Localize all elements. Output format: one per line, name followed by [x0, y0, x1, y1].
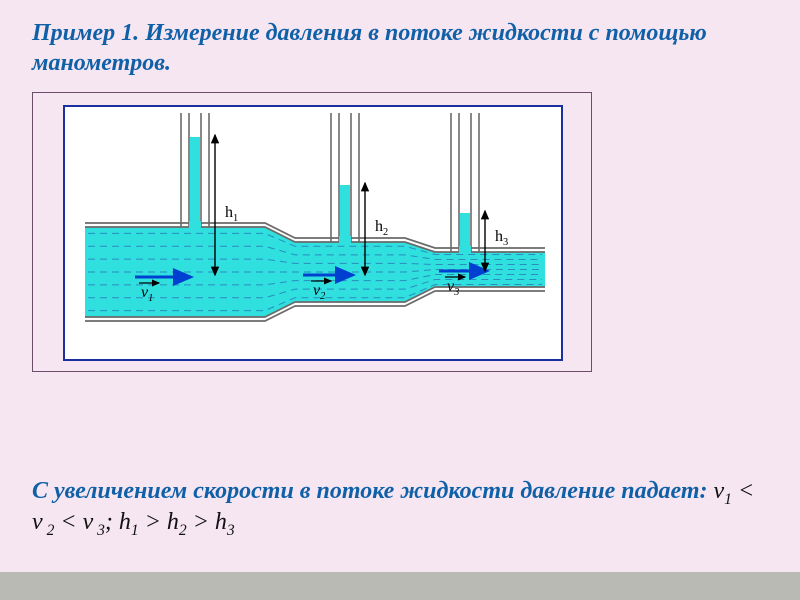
diagram-inner: v1v2v3h1h2h3 [63, 105, 563, 361]
label-h1: h1 [225, 204, 238, 224]
diagram-container: v1v2v3h1h2h3 [32, 92, 592, 372]
manometer-diagram: v1v2v3h1h2h3 [65, 107, 561, 359]
footer-bar [0, 572, 800, 600]
label-h2: h2 [375, 218, 388, 238]
tube-1-water [190, 137, 200, 229]
slide: Пример 1. Измерение давления в потоке жи… [0, 0, 800, 600]
tube-2-water [340, 185, 350, 244]
slide-title: Пример 1. Измерение давления в потоке жи… [32, 18, 768, 78]
caption-text: С увеличением скорости в потоке жидкости… [32, 478, 714, 504]
label-h3: h3 [495, 228, 508, 248]
caption-block: С увеличением скорости в потоке жидкости… [32, 476, 768, 540]
